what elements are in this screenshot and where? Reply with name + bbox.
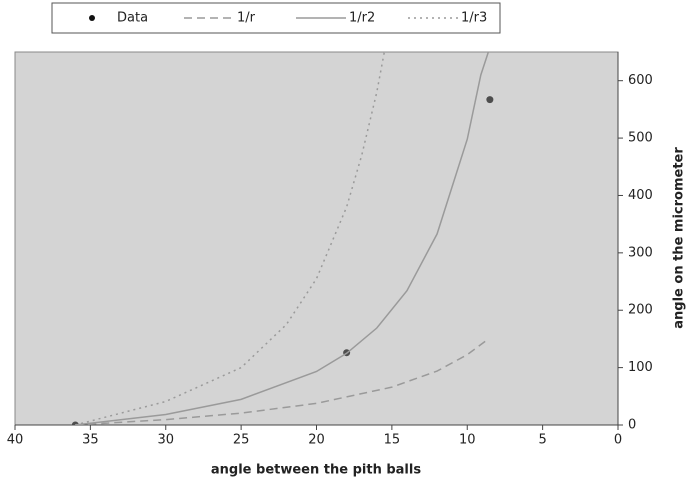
x-tick-label: 35 [82,433,99,448]
legend-label: 1/r2 [349,11,375,26]
x-tick-label: 20 [308,433,325,448]
plot-area [14,51,619,426]
x-tick-label: 5 [538,433,546,448]
legend-label: 1/r3 [461,11,487,26]
y-tick-label: 500 [628,131,653,146]
y-tick-label: 600 [628,73,653,88]
y-tick-label: 300 [628,245,653,260]
series-line [75,339,488,425]
x-tick-label: 0 [614,433,622,448]
legend-marker [89,15,95,21]
legend [51,2,501,34]
y-tick-label: 0 [628,418,636,433]
x-tick-label: 30 [157,433,174,448]
y-tick-label: 200 [628,303,653,318]
series-line [75,52,490,425]
x-tick-label: 15 [384,433,401,448]
data-point [486,96,494,104]
x-tick-label: 40 [7,433,24,448]
x-tick-label: 10 [459,433,476,448]
plot-marks [71,52,494,425]
legend-label: 1/r [237,11,256,26]
y-axis-title: angle on the micrometer [672,147,687,329]
y-tick-label: 400 [628,188,653,203]
series-line [75,52,386,425]
x-axis-title: angle between the pith balls [211,463,421,478]
legend-label: Data [117,11,148,26]
x-tick-label: 25 [233,433,250,448]
y-tick-label: 100 [628,360,653,375]
